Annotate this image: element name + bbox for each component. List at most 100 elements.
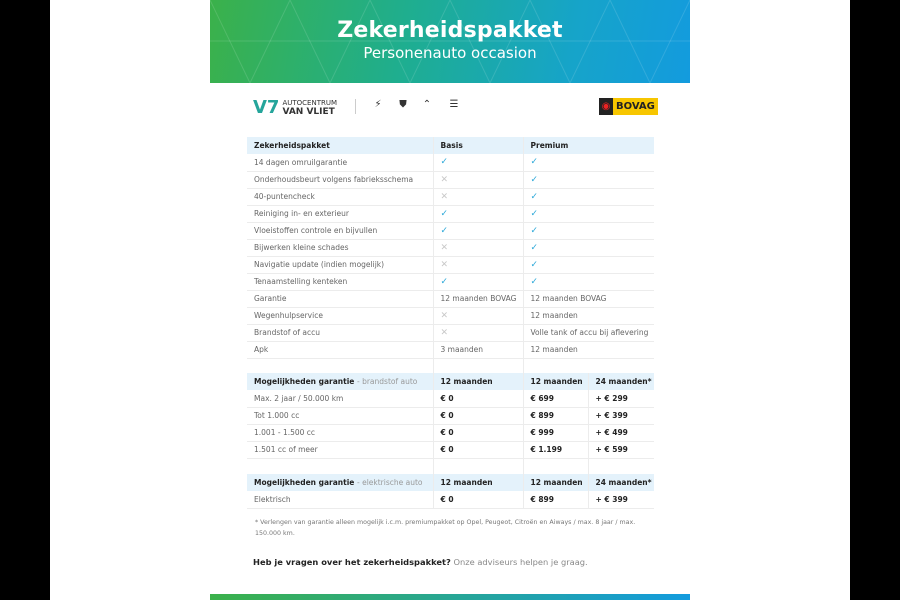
table-row: Apk 3 maanden 12 maanden: [247, 341, 654, 359]
check-icon: ✓: [523, 171, 654, 189]
section-subtitle: - elektrische auto: [357, 478, 423, 487]
dealer-name-line2: VAN VLIET: [282, 106, 335, 117]
header-cell: 12 maanden: [433, 474, 524, 491]
table-row: Max. 2 jaar / 50.000 km € 0 € 699 + € 299: [247, 390, 654, 408]
table-cell: Garantie: [247, 290, 434, 308]
table-row: Bijwerken kleine schades ✕ ✓: [247, 239, 654, 257]
section-title: Mogelijkheden garantie - elektrische aut…: [247, 474, 434, 491]
spacer-row: [247, 458, 654, 476]
table-cell: Reiniging in- en exterieur: [247, 205, 434, 223]
table-cell: Brandstof of accu: [247, 324, 434, 342]
aiways-logo-icon: ☰: [449, 99, 459, 110]
check-icon: ✓: [433, 273, 524, 291]
table-cell: Apk: [247, 341, 434, 359]
table-cell: Max. 2 jaar / 50.000 km: [247, 390, 434, 408]
table-cell: Vloeistoffen controle en bijvullen: [247, 222, 434, 240]
table-header: Zekerheidspakket Basis Premium: [247, 137, 654, 154]
table-header: Mogelijkheden garantie - elektrische aut…: [247, 474, 654, 491]
bottom-gradient-bar: [210, 594, 690, 600]
table-cell: Wegenhulpservice: [247, 307, 434, 325]
fuel-warranty-table: Mogelijkheden garantie - brandstof auto 1…: [247, 373, 654, 476]
bovag-text: BOVAG: [613, 98, 658, 115]
page: Zekerheidspakket Personenauto occasion V…: [50, 0, 850, 600]
section-title: Mogelijkheden garantie - brandstof auto: [247, 373, 434, 390]
document: Zekerheidspakket Personenauto occasion V…: [210, 0, 690, 600]
table-cell: 3 maanden: [433, 341, 524, 359]
table-cell: + € 299: [588, 390, 654, 408]
header-cell: Zekerheidspakket: [247, 137, 434, 154]
table-cell: Onderhoudsbeurt volgens fabrieksschema: [247, 171, 434, 189]
footnote: * Verlengen van garantie alleen mogelijk…: [255, 519, 636, 537]
check-icon: ✓: [523, 154, 654, 172]
section-subtitle: - brandstof auto: [357, 377, 418, 386]
cross-icon: ✕: [433, 171, 524, 189]
table-cell: 1.501 cc of meer: [247, 441, 434, 459]
section-title-bold: Mogelijkheden garantie: [254, 478, 355, 487]
table-cell: 14 dagen omruilgarantie: [247, 154, 434, 172]
header-cell: Premium: [523, 137, 654, 154]
table-cell: € 699: [523, 390, 589, 408]
table-header: Mogelijkheden garantie - brandstof auto 1…: [247, 373, 654, 390]
table-cell: € 0: [433, 491, 524, 509]
table-cell: 12 maanden BOVAG: [433, 290, 524, 308]
cross-icon: ✕: [433, 239, 524, 257]
table-cell: € 0: [433, 390, 524, 408]
table-cell: Tenaamstelling kenteken: [247, 273, 434, 291]
table-cell: € 0: [433, 424, 524, 442]
table-row: Reiniging in- en exterieur ✓ ✓: [247, 205, 654, 223]
table-cell: + € 599: [588, 441, 654, 459]
divider: [355, 99, 356, 114]
page-title: Zekerheidspakket: [337, 18, 563, 43]
logo-row: V7 AUTOCENTRUM VAN VLIET ⚡ ⛊ ⌃ ☰ ◉ BOVAG: [210, 95, 690, 119]
check-icon: ✓: [523, 239, 654, 257]
dealer-logo: V7 AUTOCENTRUM VAN VLIET: [253, 97, 337, 118]
table-row: 14 dagen omruilgarantie ✓ ✓: [247, 154, 654, 172]
bovag-q-icon: ◉: [599, 98, 613, 115]
table-cell: 12 maanden: [523, 341, 654, 359]
check-icon: ✓: [523, 273, 654, 291]
table-row: Tenaamstelling kenteken ✓ ✓: [247, 273, 654, 291]
header-banner: Zekerheidspakket Personenauto occasion: [210, 0, 690, 83]
table-row: 40-puntencheck ✕ ✓: [247, 188, 654, 206]
table-cell: € 899: [523, 491, 589, 509]
table-row: Onderhoudsbeurt volgens fabrieksschema ✕ ✓: [247, 171, 654, 189]
header-cell: 12 maanden: [433, 373, 524, 390]
check-icon: ✓: [433, 205, 524, 223]
check-icon: ✓: [523, 205, 654, 223]
table-row: 1.501 cc of meer € 0 € 1.199 + € 599: [247, 441, 654, 459]
table-cell: 12 maanden: [523, 307, 654, 325]
empty-cell: [247, 458, 434, 476]
page-subtitle: Personenauto occasion: [363, 44, 537, 62]
table-cell: 12 maanden BOVAG: [523, 290, 654, 308]
question-text: Heb je vragen over het zekerheidspakket?…: [253, 557, 588, 567]
check-icon: ✓: [523, 256, 654, 274]
header-cell: 12 maanden: [523, 373, 589, 390]
table-cell: € 1.199: [523, 441, 589, 459]
package-table: Zekerheidspakket Basis Premium 14 dagen omr…: [247, 137, 654, 376]
check-icon: ✓: [523, 188, 654, 206]
table-cell: 40-puntencheck: [247, 188, 434, 206]
check-icon: ✓: [433, 154, 524, 172]
cross-icon: ✕: [433, 307, 524, 325]
table-cell: + € 399: [588, 407, 654, 425]
header-cell: 12 maanden: [523, 474, 589, 491]
table-cell: Volle tank of accu bij aflevering: [523, 324, 654, 342]
cross-icon: ✕: [433, 188, 524, 206]
cross-icon: ✕: [433, 324, 524, 342]
table-row: Vloeistoffen controle en bijvullen ✓ ✓: [247, 222, 654, 240]
section-title-bold: Mogelijkheden garantie: [254, 377, 355, 386]
table-cell: € 0: [433, 441, 524, 459]
citroen-logo-icon: ⌃: [422, 99, 432, 110]
table-cell: Tot 1.000 cc: [247, 407, 434, 425]
table-row: 1.001 - 1.500 cc € 0 € 999 + € 499: [247, 424, 654, 442]
table-cell: Elektrisch: [247, 491, 434, 509]
table-row: Elektrisch € 0 € 899 + € 399: [247, 491, 654, 509]
question-rest: Onze adviseurs helpen je graag.: [450, 557, 588, 567]
empty-cell: [588, 458, 654, 476]
cross-icon: ✕: [433, 256, 524, 274]
dealer-name-line1: AUTOCENTRUM: [282, 98, 338, 107]
v-logo-icon: V7: [253, 97, 280, 118]
electric-warranty-table: Mogelijkheden garantie - elektrische aut…: [247, 474, 654, 509]
empty-cell: [523, 458, 589, 476]
table-cell: € 999: [523, 424, 589, 442]
